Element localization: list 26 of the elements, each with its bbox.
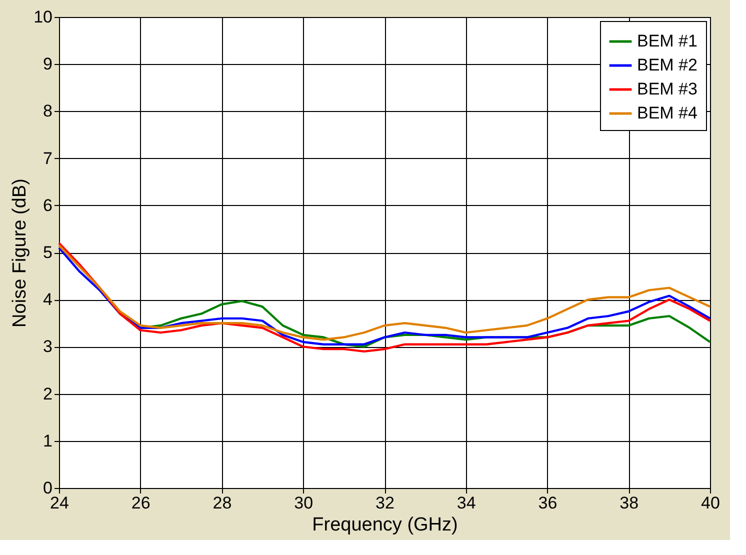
x-axis-title: Frequency (GHz) [312, 514, 458, 536]
y-tick-label: 8 [43, 102, 52, 121]
legend-label: BEM #4 [637, 104, 698, 122]
y-axis-title: Noise Figure (dB) [10, 178, 31, 328]
x-tick-label: 32 [376, 494, 394, 512]
x-tick-label: 26 [131, 494, 150, 512]
x-tick-label: 28 [212, 494, 232, 512]
x-tick-label: 30 [294, 494, 314, 512]
x-tick-label: 34 [456, 494, 476, 512]
y-tick-label: 4 [43, 290, 52, 310]
x-tick-label: 38 [620, 494, 639, 512]
legend-label: BEM #1 [637, 32, 698, 50]
y-tick-label: 9 [43, 54, 52, 74]
y-tick-label: 1 [43, 431, 52, 450]
y-tick-label: 2 [43, 384, 52, 404]
x-tick-label: 36 [538, 494, 558, 512]
x-tick-label: 40 [701, 494, 720, 512]
legend-label: BEM #2 [637, 56, 698, 74]
y-tick-label: 6 [43, 196, 52, 215]
y-tick-label: 3 [43, 337, 52, 356]
legend-label: BEM #3 [637, 80, 698, 98]
x-tick-label: 24 [50, 494, 69, 512]
y-tick-label: 5 [43, 243, 52, 262]
y-tick-label: 0 [43, 478, 52, 498]
y-tick-label: 7 [43, 148, 52, 168]
y-tick-label: 10 [34, 8, 52, 26]
